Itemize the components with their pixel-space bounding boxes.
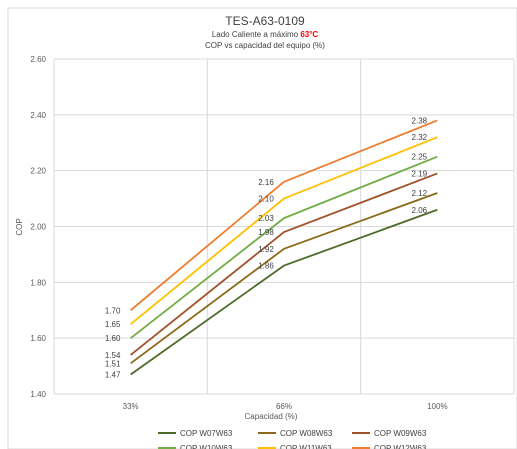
legend-item: COP W08W63 [280, 429, 333, 438]
data-label: 2.12 [412, 189, 428, 198]
data-label: 1.47 [105, 370, 121, 379]
data-label: 2.19 [412, 169, 428, 178]
x-axis-title: Capacidad (%) [245, 412, 298, 421]
y-tick-label: 1.80 [30, 278, 46, 287]
data-label: 1.92 [258, 245, 274, 254]
x-tick-label: 66% [276, 402, 292, 411]
x-tick-label: 33% [123, 402, 139, 411]
y-tick-label: 1.60 [30, 334, 46, 343]
data-label: 2.03 [258, 214, 274, 223]
chart-subtitle-2: COP vs capacidad del equipo (%) [205, 41, 325, 50]
x-tick-label: 100% [427, 402, 447, 411]
data-label: 1.60 [105, 334, 121, 343]
data-label: 2.06 [412, 206, 428, 215]
series-lines [130, 119, 438, 376]
chart-frame [7, 7, 517, 449]
data-label: 2.10 [258, 195, 274, 204]
legend-item: COP W12W63 [374, 444, 427, 449]
y-tick-labels: 1.40 1.60 1.80 2.00 2.20 2.40 2.60 [30, 55, 46, 399]
series-line-cop-w08w63 [130, 192, 438, 365]
legend-item: COP W09W63 [374, 429, 427, 438]
x-tick-labels: 33% 66% 100% [123, 402, 448, 411]
y-tick-label: 2.40 [30, 111, 46, 120]
data-label: 1.51 [105, 359, 121, 368]
data-label: 1.86 [258, 262, 274, 271]
data-label: 2.32 [412, 133, 428, 142]
subtitle-text: Lado Caliente a máximo [212, 30, 301, 39]
series-line-cop-w11w63 [130, 136, 438, 325]
y-tick-label: 1.40 [30, 390, 46, 399]
y-tick-label: 2.20 [30, 167, 46, 176]
legend-item: COP W11W63 [280, 444, 332, 449]
subtitle-temperature: 63°C [300, 30, 318, 39]
chart-subtitle: Lado Caliente a máximo 63°C [212, 30, 319, 39]
data-label: 1.70 [105, 306, 121, 315]
legend-item: COP W10W63 [180, 444, 233, 449]
series-line-cop-w09w63 [130, 172, 438, 356]
data-labels: 1.47 1.86 2.06 1.51 1.92 2.12 1.54 1.98 2.19 1.60… [105, 116, 428, 379]
data-label: 1.65 [105, 320, 121, 329]
y-tick-label: 2.60 [30, 55, 46, 64]
chart-title: TES-A63-0109 [225, 14, 305, 28]
data-label: 1.98 [258, 228, 274, 237]
legend: COP W07W63 COP W08W63 COP W09W63 COP W10W63… [158, 429, 427, 449]
y-tick-label: 2.00 [30, 223, 46, 232]
data-label: 2.38 [412, 116, 428, 125]
legend-item: COP W07W63 [180, 429, 233, 438]
y-axis-title: COP [15, 218, 24, 235]
series-line-cop-w12w63 [130, 119, 438, 311]
series-line-cop-w10w63 [130, 155, 438, 339]
data-label: 2.25 [412, 153, 428, 162]
gridlines [53, 58, 515, 395]
data-label: 1.54 [105, 351, 121, 360]
data-label: 2.16 [258, 178, 274, 187]
series-line-cop-w07w63 [130, 208, 438, 376]
